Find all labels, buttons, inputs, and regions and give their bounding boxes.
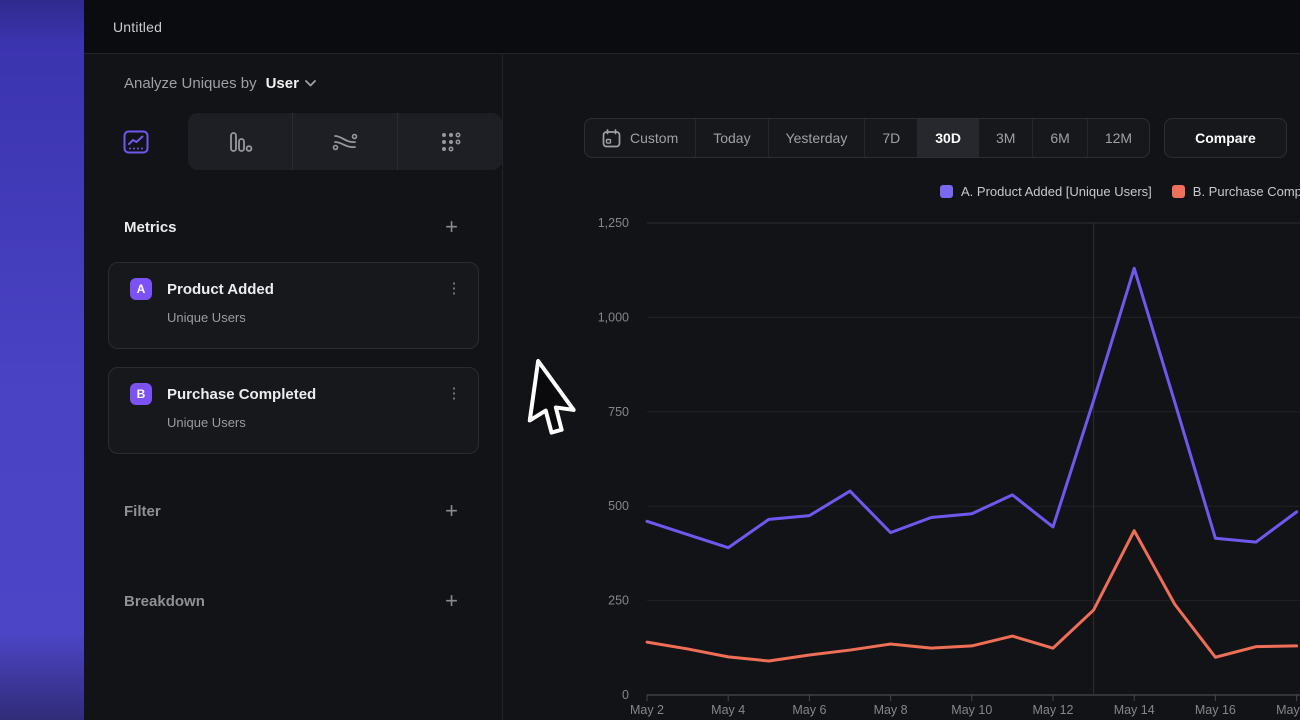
x-axis-tick-label: May 4 <box>711 703 745 717</box>
titlebar: Untitled <box>84 0 1300 54</box>
y-axis-tick-label: 500 <box>608 499 629 513</box>
x-axis-tick-label: May 12 <box>1033 703 1074 717</box>
series-line-b <box>647 531 1297 661</box>
y-axis-tick-label: 1,000 <box>598 310 629 324</box>
x-axis-tick-label: May 8 <box>874 703 908 717</box>
metric-card-a[interactable]: A Product Added⋮ Unique Users <box>108 262 479 349</box>
filter-row: Filter + <box>84 496 502 526</box>
analyze-by-value: User <box>266 75 299 92</box>
metric-badge: A <box>130 278 152 300</box>
tab-flow-chart[interactable] <box>292 113 397 170</box>
report-title[interactable]: Untitled <box>113 19 162 35</box>
x-axis-tick-label: May 6 <box>792 703 826 717</box>
metric-badge: B <box>130 383 152 405</box>
desktop-background: { "window": { "title": "Untitled" }, "bu… <box>0 0 1300 720</box>
x-axis-tick-label: May 10 <box>951 703 992 717</box>
analyze-label: Analyze Uniques by <box>124 75 257 92</box>
metric-menu-kebab-icon[interactable]: ⋮ <box>446 282 462 296</box>
chart-pane: CustomTodayYesterday7D30D3M6M12M Compare… <box>503 54 1300 720</box>
metrics-title: Metrics <box>124 219 177 236</box>
chevron-down-icon <box>305 80 316 87</box>
metric-measurement[interactable]: Unique Users <box>167 415 478 430</box>
line-chart-canvas[interactable]: 0 250 500 750 1,000 1,250 May 2 May 4 May 6 May 8… <box>503 54 1300 720</box>
analyze-row: Analyze Uniques by User <box>84 54 502 113</box>
y-axis-tick-label: 250 <box>608 594 629 608</box>
bar-chart-icon <box>227 131 253 153</box>
breakdown-title: Breakdown <box>124 593 205 610</box>
x-axis-tick-label: May 2 <box>630 703 664 717</box>
breakdown-row: Breakdown + <box>84 586 502 616</box>
add-metric-button[interactable]: + <box>445 217 458 237</box>
add-breakdown-button[interactable]: + <box>445 591 458 611</box>
metric-name: Purchase Completed <box>167 386 446 403</box>
app-window: Untitled Analyze Uniques by User <box>84 0 1300 720</box>
content: Analyze Uniques by User <box>84 54 1300 720</box>
metric-card-b[interactable]: B Purchase Completed⋮ Unique Users <box>108 367 479 454</box>
query-builder-panel: Analyze Uniques by User <box>84 54 503 720</box>
tab-grid-chart[interactable] <box>397 113 502 170</box>
grid-chart-icon <box>438 130 462 154</box>
filter-title: Filter <box>124 503 161 520</box>
x-axis-tick-label: May 18 <box>1276 703 1300 717</box>
flow-chart-icon <box>331 131 359 153</box>
y-axis-tick-label: 1,250 <box>598 216 629 230</box>
x-axis-tick-label: May 16 <box>1195 703 1236 717</box>
metric-measurement[interactable]: Unique Users <box>167 310 478 325</box>
analyze-by-dropdown[interactable]: User <box>266 75 316 92</box>
metric-menu-kebab-icon[interactable]: ⋮ <box>446 387 462 401</box>
line-chart-icon <box>123 130 149 154</box>
y-axis-tick-label: 0 <box>622 688 629 702</box>
add-filter-button[interactable]: + <box>445 501 458 521</box>
tab-bar-chart[interactable] <box>188 113 292 170</box>
chart-type-tabs <box>84 113 502 170</box>
metrics-header: Metrics + <box>84 212 502 242</box>
y-axis-tick-label: 750 <box>608 405 629 419</box>
chart-type-tab-group <box>188 113 502 170</box>
metric-name: Product Added <box>167 281 446 298</box>
x-axis-tick-label: May 14 <box>1114 703 1155 717</box>
tab-line-chart[interactable] <box>84 113 188 170</box>
